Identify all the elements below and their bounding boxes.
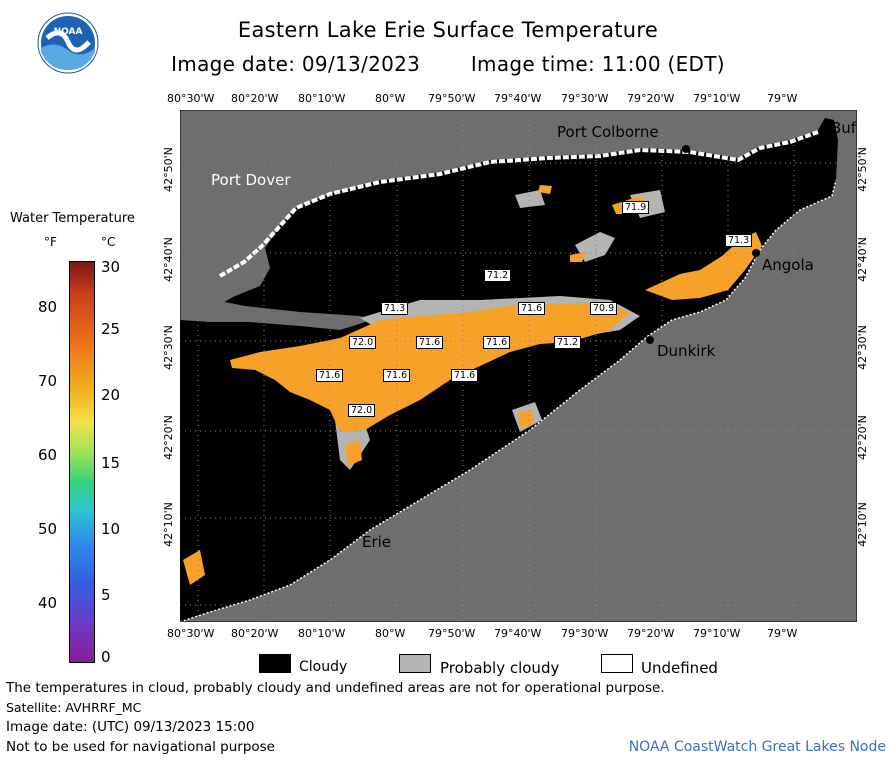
- temp-label: 70.9: [590, 302, 618, 315]
- place-port-dover: Port Dover: [211, 171, 291, 189]
- legend-f-tick: 50: [38, 520, 58, 538]
- legend-f-tick: 70: [38, 372, 58, 390]
- lon-label: 79°20'W: [627, 627, 675, 640]
- legend-f-tick: 80: [38, 298, 58, 316]
- lat-label: 42°20'N: [161, 415, 175, 460]
- key-label-undefined: Undefined: [641, 659, 718, 677]
- temp-label: 71.3: [725, 234, 753, 247]
- south-shoreline: [180, 179, 837, 622]
- city-marker-erie: [353, 527, 361, 535]
- image-time: Image time: 11:00 (EDT): [470, 52, 725, 76]
- place-erie: Erie: [362, 533, 392, 551]
- temp-label: 71.9: [622, 201, 650, 214]
- lon-label: 79°30'W: [561, 627, 609, 640]
- lat-label: 42°40'N: [855, 237, 869, 282]
- city-marker-angola: [752, 249, 760, 257]
- lon-label: 80°W: [375, 92, 406, 105]
- footer-disclaimer: The temperatures in cloud, probably clou…: [6, 680, 665, 696]
- place-dunkirk: Dunkirk: [657, 342, 716, 360]
- lat-label: 42°10'N: [855, 502, 869, 547]
- city-marker-port-colborne: [682, 145, 690, 153]
- place-buffalo: Buf: [831, 119, 857, 137]
- footer-navigation: Not to be used for navigational purpose: [6, 739, 275, 755]
- key-label-probably-cloudy: Probably cloudy: [440, 659, 560, 677]
- lon-label: 80°20'W: [231, 627, 279, 640]
- lon-label: 80°10'W: [298, 627, 346, 640]
- lon-label: 79°20'W: [627, 92, 675, 105]
- footer-credit: NOAA CoastWatch Great Lakes Node: [628, 739, 886, 755]
- lat-label: 42°10'N: [161, 502, 175, 547]
- lon-label: 79°50'W: [428, 92, 476, 105]
- temp-label: 72.0: [349, 336, 377, 349]
- lon-label: 80°10'W: [298, 92, 346, 105]
- key-label-cloudy: Cloudy: [299, 659, 348, 675]
- lake-body: [180, 118, 838, 622]
- legend-c-tick: 5: [101, 586, 111, 604]
- lat-label: 42°50'N: [855, 147, 869, 192]
- place-angola: Angola: [762, 256, 814, 274]
- footer-utc-date: Image date: (UTC) 09/13/2023 15:00: [6, 719, 255, 735]
- legend-unit-f: °F: [44, 235, 57, 249]
- legend-c-tick: 15: [101, 454, 121, 472]
- lat-label: 42°30'N: [855, 325, 869, 370]
- key-swatch-probably-cloudy: [399, 654, 431, 673]
- temp-label: 71.3: [381, 302, 409, 315]
- lat-label: 42°30'N: [161, 325, 175, 370]
- legend-f-tick: 40: [38, 594, 58, 612]
- lon-label: 79°30'W: [561, 92, 609, 105]
- key-swatch-undefined: [601, 654, 633, 673]
- temp-label: 71.6: [383, 369, 411, 382]
- image-date-time: Image date: 09/13/2023 Image time: 11:00…: [0, 52, 896, 76]
- lon-label: 80°30'W: [167, 627, 215, 640]
- place-port-colborne: Port Colborne: [557, 123, 659, 141]
- long-point: [180, 300, 372, 330]
- lon-label: 80°W: [375, 627, 406, 640]
- temp-label: 71.6: [416, 336, 444, 349]
- legend-unit-c: °C: [101, 235, 116, 249]
- legend-f-tick: 60: [38, 446, 58, 464]
- graticule: [180, 110, 857, 622]
- map-title: Eastern Lake Erie Surface Temperature: [237, 18, 659, 42]
- noaa-logo: NOAA: [37, 12, 99, 74]
- legend-title: Water Temperature: [10, 211, 135, 226]
- footer-satellite: Satellite: AVHRRF_MC: [6, 700, 142, 715]
- temp-label: 72.0: [348, 404, 376, 417]
- legend-c-tick: 10: [101, 520, 121, 538]
- key-swatch-cloudy: [259, 654, 291, 673]
- temp-label: 71.6: [451, 369, 479, 382]
- lon-label: 79°50'W: [428, 627, 476, 640]
- legend-c-tick: 25: [101, 320, 121, 338]
- lon-label: 79°10'W: [693, 92, 741, 105]
- lon-label: 80°30'W: [167, 92, 215, 105]
- lake-erie-map: [180, 110, 857, 622]
- legend-c-tick: 0: [101, 648, 111, 666]
- temp-label: 71.6: [316, 369, 344, 382]
- temp-label: 71.2: [554, 336, 582, 349]
- lat-label: 42°50'N: [161, 147, 175, 192]
- lon-label: 79°10'W: [693, 627, 741, 640]
- legend-c-tick: 30: [101, 258, 121, 276]
- undefined-rim-north: [218, 130, 819, 278]
- temp-label: 71.2: [484, 269, 512, 282]
- noaa-logo-text: NOAA: [54, 27, 83, 37]
- color-bar: [69, 261, 95, 663]
- lon-label: 79°40'W: [494, 92, 542, 105]
- lon-label: 79°40'W: [494, 627, 542, 640]
- lon-label: 80°20'W: [231, 92, 279, 105]
- lon-label: 79°W: [767, 627, 798, 640]
- lat-label: 42°20'N: [855, 415, 869, 460]
- city-marker-dunkirk: [646, 336, 654, 344]
- lon-label: 79°W: [767, 92, 798, 105]
- legend-c-tick: 20: [101, 386, 121, 404]
- image-date: Image date: 09/13/2023: [171, 52, 421, 76]
- temp-label: 71.6: [518, 302, 546, 315]
- lat-label: 42°40'N: [161, 237, 175, 282]
- temp-label: 71.6: [483, 336, 511, 349]
- city-marker-buffalo: [825, 136, 833, 144]
